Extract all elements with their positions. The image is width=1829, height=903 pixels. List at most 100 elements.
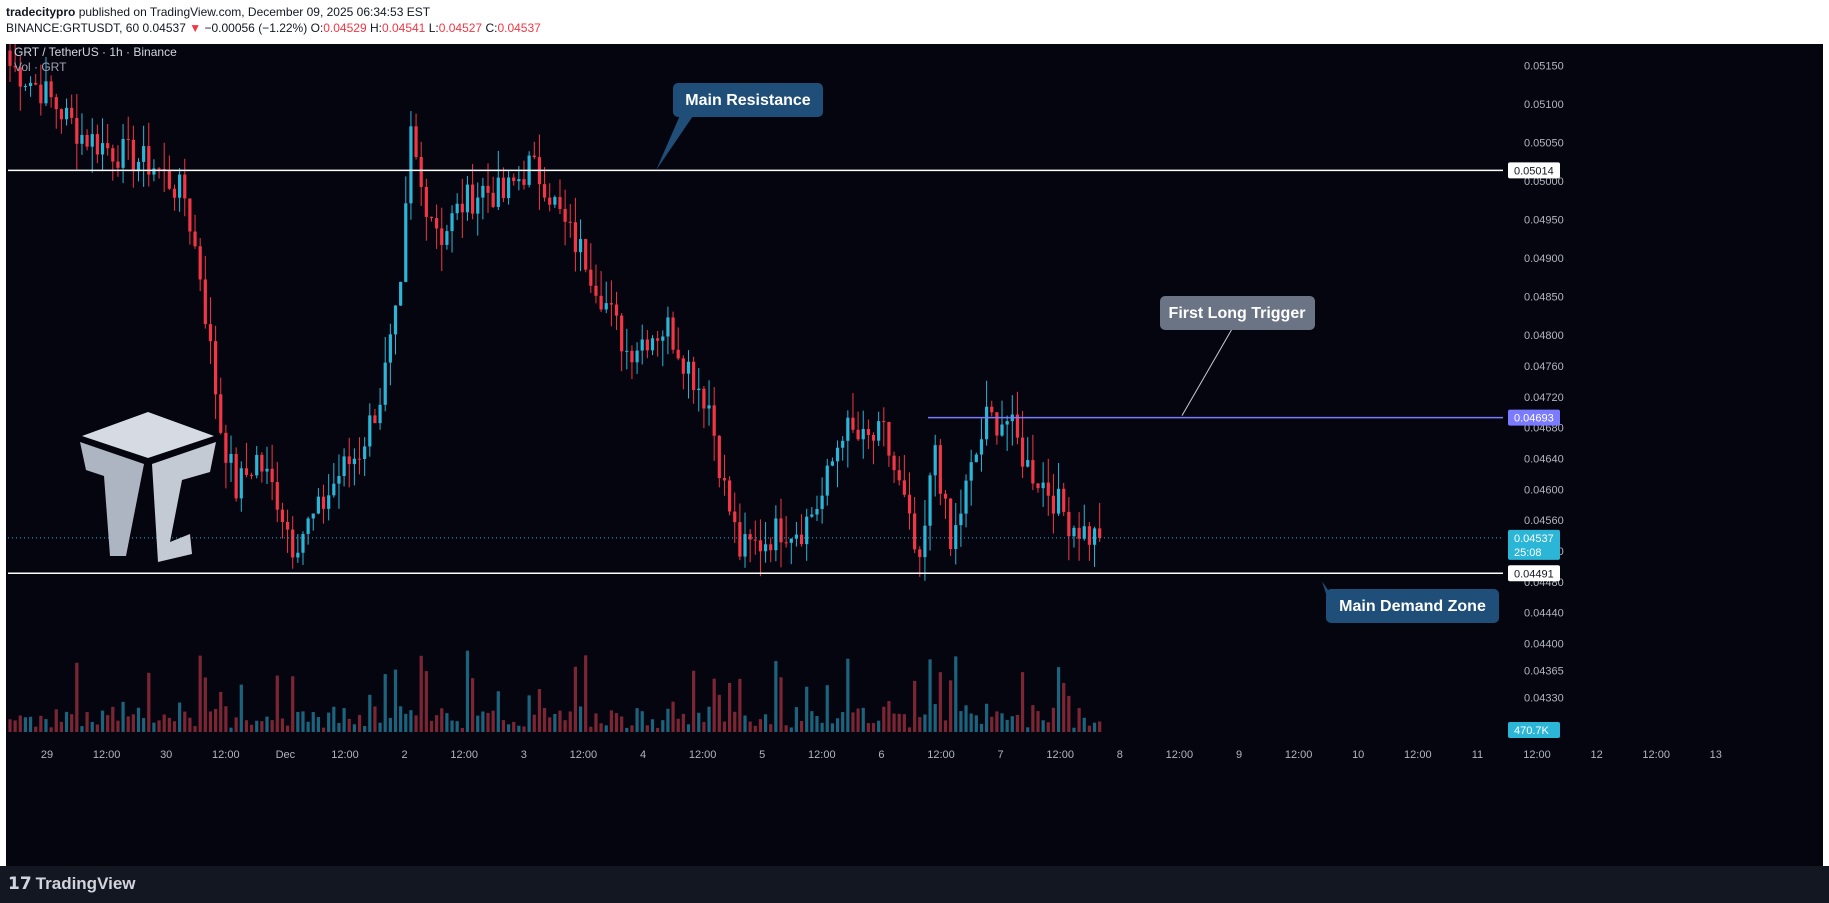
volume-bar bbox=[835, 718, 840, 732]
candle-body bbox=[1051, 495, 1056, 514]
volume-bar bbox=[743, 715, 747, 732]
volume-bar bbox=[573, 666, 577, 732]
volume-bar bbox=[774, 661, 778, 732]
candle-body bbox=[18, 67, 22, 87]
candle-body bbox=[548, 197, 552, 205]
candle-body bbox=[892, 455, 896, 471]
candle-body bbox=[59, 109, 63, 120]
candle-body bbox=[306, 518, 310, 534]
candle-body bbox=[866, 428, 870, 435]
volume-bar bbox=[301, 711, 305, 732]
candle-body bbox=[784, 542, 788, 544]
price-tick-label: 0.04640 bbox=[1524, 453, 1564, 465]
price-tick-label: 0.04850 bbox=[1524, 292, 1564, 304]
volume-bar bbox=[224, 706, 228, 732]
candle-body bbox=[707, 405, 711, 409]
candle-body bbox=[758, 540, 763, 552]
volume-bar bbox=[460, 727, 464, 732]
candle-body bbox=[327, 495, 331, 509]
candle-body bbox=[774, 518, 778, 551]
volume-bar bbox=[661, 720, 665, 732]
volume-bar bbox=[399, 706, 403, 732]
volume-bar bbox=[445, 713, 449, 732]
candle-body bbox=[789, 538, 793, 543]
price-tick-label: 0.04560 bbox=[1524, 515, 1564, 527]
trigger-price-tag: 0.04693 bbox=[1514, 413, 1554, 425]
candle-body bbox=[1072, 527, 1076, 537]
demand-price-tag: 0.04491 bbox=[1514, 568, 1554, 580]
candle-body bbox=[465, 184, 470, 213]
volume-bar bbox=[717, 694, 721, 732]
volume-bar bbox=[126, 716, 130, 732]
volume-bar bbox=[1082, 717, 1086, 732]
price-tick-label: 0.05000 bbox=[1524, 176, 1564, 188]
candle-body bbox=[1062, 488, 1066, 512]
volume-bar bbox=[44, 719, 48, 732]
candle-body bbox=[666, 317, 670, 337]
candle-body bbox=[553, 197, 557, 205]
candle-body bbox=[270, 468, 274, 483]
time-tick-label: 12:00 bbox=[1404, 749, 1432, 761]
volume-bar bbox=[887, 701, 891, 732]
volume-bar bbox=[481, 711, 485, 732]
candle-body bbox=[815, 508, 819, 515]
volume-bar bbox=[974, 715, 978, 732]
volume-bar bbox=[280, 718, 285, 732]
candle-body bbox=[506, 177, 511, 199]
resistance-price-tag-bg bbox=[1508, 162, 1560, 179]
volume-bar bbox=[18, 715, 22, 732]
candle-body bbox=[100, 143, 105, 155]
candle-body bbox=[106, 143, 110, 149]
candle-body bbox=[111, 148, 115, 162]
candle-body bbox=[542, 184, 547, 198]
candles bbox=[8, 44, 1102, 581]
volume-bar bbox=[39, 715, 43, 732]
tradingview-brand[interactable]: 𝟭𝟳 TradingView bbox=[8, 874, 136, 894]
candle-body bbox=[743, 534, 747, 557]
volume-bar bbox=[645, 725, 649, 732]
candle-body bbox=[1087, 526, 1091, 545]
time-tick-label: 12:00 bbox=[450, 749, 478, 761]
candle-body bbox=[568, 221, 572, 223]
time-tick-label: 13 bbox=[1710, 749, 1722, 761]
author-name[interactable]: tradecitypro bbox=[6, 5, 76, 19]
candle-body bbox=[450, 213, 454, 232]
candle-body bbox=[136, 161, 141, 172]
candle-body bbox=[995, 412, 999, 436]
volume-bar bbox=[491, 710, 495, 732]
candle-body bbox=[964, 480, 968, 514]
candlestick-chart[interactable]: 0.05150 0.05100 0.05050 0.05000 0.04950 0.049… bbox=[6, 44, 1823, 866]
publish-header: tradecitypro published on TradingView.co… bbox=[0, 0, 1829, 42]
time-tick-label: 12:00 bbox=[1523, 749, 1551, 761]
candle-body bbox=[738, 522, 742, 557]
candle-body bbox=[80, 134, 84, 144]
open-label: O: bbox=[310, 21, 324, 35]
volume-bar bbox=[321, 727, 326, 732]
volume-bar bbox=[70, 714, 74, 732]
candle-body bbox=[455, 203, 459, 214]
chart-pane[interactable]: 0.05150 0.05100 0.05050 0.05000 0.04950 0.049… bbox=[6, 44, 1823, 866]
volume-bar bbox=[435, 715, 439, 732]
current-price-tag-bg bbox=[1508, 529, 1560, 560]
volume-bar bbox=[465, 650, 470, 732]
volume-title: Vol · GRT bbox=[14, 60, 67, 74]
candle-body bbox=[352, 458, 356, 465]
symbol-interval: BINANCE:GRTUSDT, 60 bbox=[6, 21, 140, 35]
footer-bar: 𝟭𝟳 TradingView bbox=[0, 866, 1829, 903]
candle-body bbox=[712, 405, 716, 436]
volume-bar bbox=[121, 701, 125, 732]
candle-body bbox=[794, 534, 799, 539]
chart-symbol-title: GRT / TetherUS · 1h · Binance bbox=[14, 45, 177, 59]
low-value: 0.04527 bbox=[438, 21, 483, 35]
volume-bar bbox=[769, 724, 773, 732]
time-tick-label: 11 bbox=[1472, 749, 1483, 761]
candle-body bbox=[779, 518, 783, 543]
candle-body bbox=[661, 336, 665, 341]
volume-bar bbox=[255, 720, 259, 732]
candle-body bbox=[383, 362, 387, 405]
candle-body bbox=[378, 404, 382, 424]
volume-bar bbox=[80, 726, 84, 732]
candle-body bbox=[1036, 483, 1040, 489]
volume-bar bbox=[856, 708, 860, 732]
volume-bar bbox=[928, 659, 932, 732]
